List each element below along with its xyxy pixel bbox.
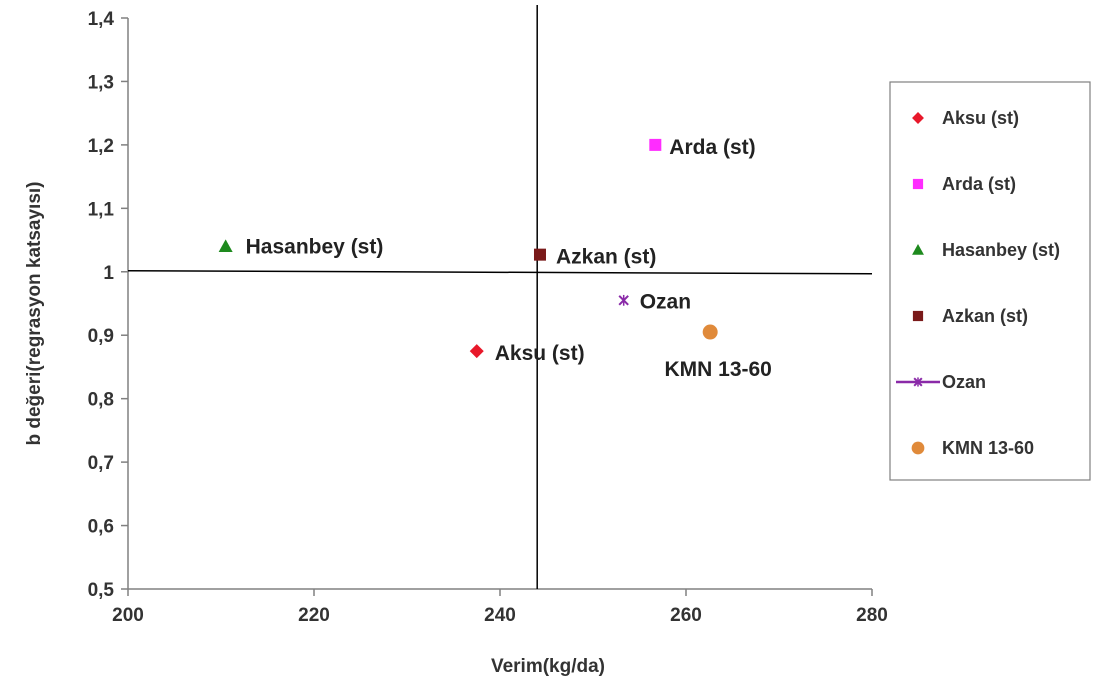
point-aksu-st <box>469 344 484 359</box>
reference-line-horizontal <box>127 270 873 275</box>
y-tick-label: 0,9 <box>88 326 114 347</box>
y-tick-label: 1,4 <box>88 9 115 30</box>
legend: Aksu (st) Arda (st) Hasanbey (st) Azkan (st… <box>889 81 1091 481</box>
point-label: Hasanbey (st) <box>246 235 384 258</box>
legend-marker <box>912 112 924 124</box>
x-tick-label: 260 <box>670 605 702 626</box>
x-tick-label: 280 <box>856 605 888 626</box>
y-tick-label: 0,5 <box>88 580 115 601</box>
x-tick-label: 220 <box>298 605 330 626</box>
point-label: Arda (st) <box>669 136 755 159</box>
data-points: Aksu (st) Arda (st) Hasanbey (st) Azkan (st… <box>218 136 772 381</box>
legend-marker <box>912 244 924 255</box>
legend-marker <box>913 377 923 387</box>
point-arda-st <box>649 138 662 151</box>
y-tick-label: 0,6 <box>88 517 114 538</box>
point-label: KMN 13-60 <box>664 358 771 381</box>
legend-marker <box>912 178 924 190</box>
axes <box>127 18 872 590</box>
legend-marker <box>911 441 925 455</box>
y-axis-title: b değeri(regrasyon katsayısı) <box>24 182 45 446</box>
legend-label: Azkan (st) <box>942 306 1028 326</box>
y-tick-label: 0,8 <box>88 390 114 411</box>
x-tick-label: 240 <box>484 605 516 626</box>
legend-label: Ozan <box>942 372 986 392</box>
point-label: Aksu (st) <box>495 342 585 365</box>
x-tick-label: 200 <box>112 605 144 626</box>
point-label: Ozan <box>640 290 691 313</box>
legend-label: Aksu (st) <box>942 108 1019 128</box>
legend-marker <box>912 310 924 322</box>
legend-label: Arda (st) <box>942 174 1016 194</box>
x-axis-title: Verim(kg/da) <box>491 656 605 677</box>
legend-label: KMN 13-60 <box>942 438 1034 458</box>
legend-label: Hasanbey (st) <box>942 240 1060 260</box>
point-azkan-st <box>533 248 546 261</box>
y-tick-label: 1 <box>103 263 114 284</box>
reference-lines <box>127 5 873 589</box>
y-tick-label: 1,1 <box>88 199 115 220</box>
y-tick-label: 1,2 <box>88 136 114 157</box>
x-ticks: 200 220 240 260 280 <box>112 589 888 626</box>
y-tick-label: 0,7 <box>88 453 114 474</box>
point-ozan <box>618 294 629 306</box>
point-label: Azkan (st) <box>556 246 656 269</box>
point-kmn-13-60 <box>702 324 718 340</box>
y-ticks: 0,5 0,6 0,7 0,8 0,9 1 1,1 1,2 1,3 1,4 <box>88 9 128 601</box>
point-hasanbey-st <box>218 239 233 252</box>
legend-box <box>889 81 1091 481</box>
y-tick-label: 1,3 <box>88 72 114 93</box>
